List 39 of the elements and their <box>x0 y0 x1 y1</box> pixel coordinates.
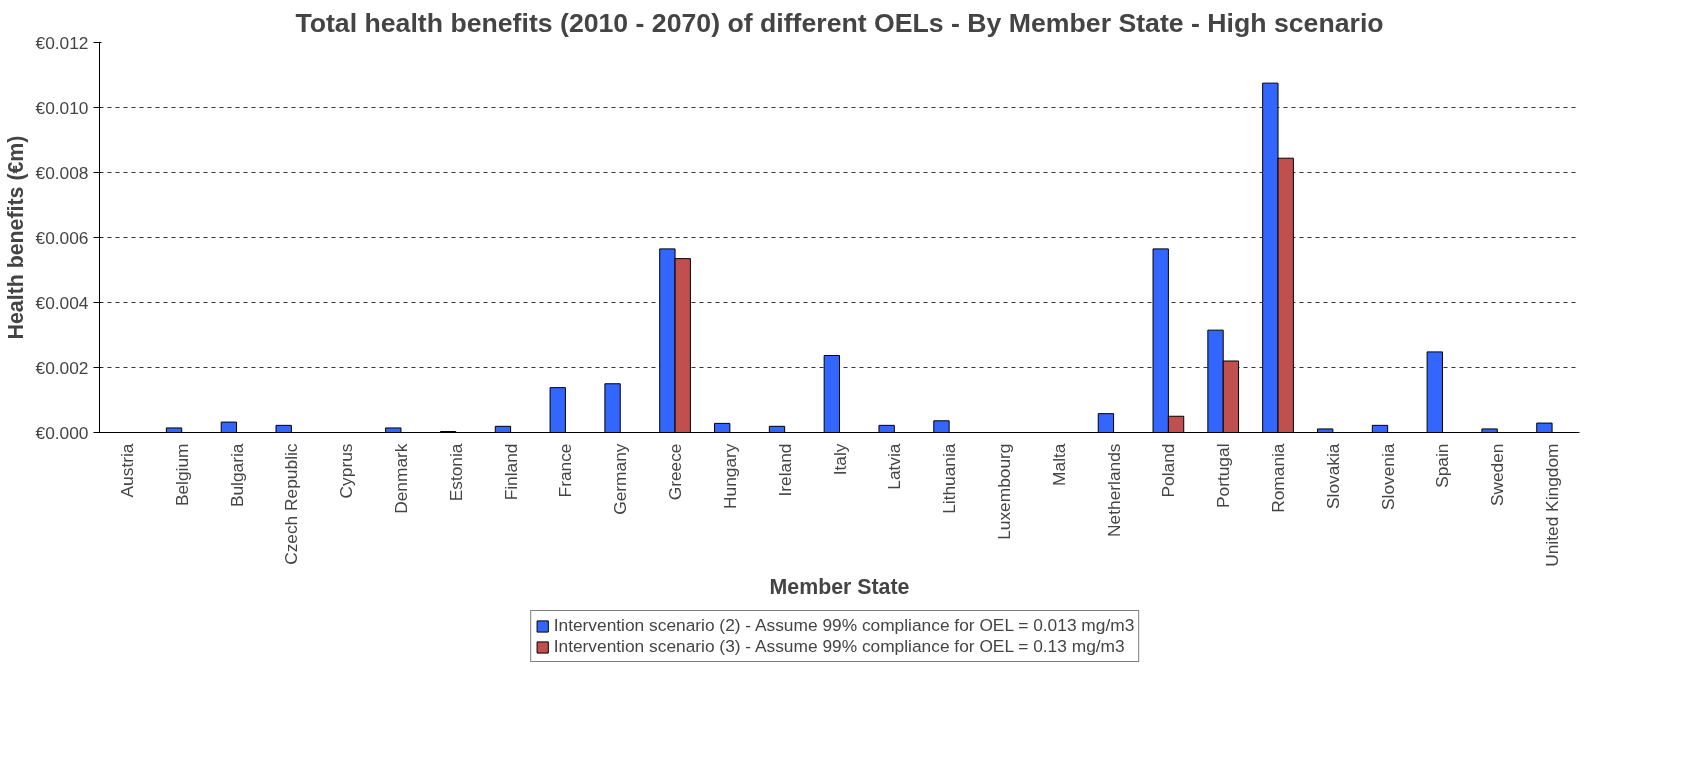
y-tick-label: €0.008 <box>35 162 89 183</box>
x-tick-label: Portugal <box>1213 443 1234 509</box>
x-tick-label: Sweden <box>1487 443 1508 507</box>
y-tick-label: €0.000 <box>35 422 89 443</box>
x-tick-label: Slovakia <box>1322 443 1343 509</box>
x-tick-label: Greece <box>665 443 686 501</box>
x-axis-title: Member State <box>769 574 910 599</box>
x-tick-label: France <box>555 443 576 498</box>
x-tick-label: Cyprus <box>336 443 357 499</box>
x-tick-label: Malta <box>1048 443 1069 486</box>
x-tick-label: Czech Republic <box>281 443 302 565</box>
x-tick-label: Germany <box>610 443 631 515</box>
x-tick-label: Romania <box>1268 443 1289 513</box>
x-tick-label: Ireland <box>774 443 795 497</box>
y-tick-label: €0.010 <box>35 97 89 118</box>
chart-title: Total health benefits (2010 - 2070) of different OELs - By Member State - High scenario <box>295 7 1384 38</box>
y-tick-label: €0.002 <box>35 357 89 378</box>
x-tick-label: Italy <box>829 443 850 476</box>
x-tick-label: Denmark <box>390 443 411 514</box>
x-tick-label: Slovenia <box>1377 443 1398 510</box>
y-tick-label: €0.006 <box>35 227 89 248</box>
x-tick-label: Hungary <box>719 443 740 509</box>
x-tick-label: Finland <box>500 443 521 501</box>
y-tick-label: €0.012 <box>35 32 89 53</box>
legend-label: Intervention scenario (3) - Assume 99% compliance for OEL = 0.13 mg/m3 <box>553 636 1125 657</box>
x-tick-label: Estonia <box>445 443 466 502</box>
legend-label: Intervention scenario (2) - Assume 99% compliance for OEL = 0.013 mg/m3 <box>553 615 1135 636</box>
x-tick-label: Latvia <box>884 443 905 490</box>
x-tick-label: Bulgaria <box>226 443 247 508</box>
x-tick-label: Spain <box>1432 443 1453 488</box>
y-tick-label: €0.004 <box>35 292 89 313</box>
y-axis-title: Health benefits (€m) <box>3 135 28 340</box>
x-tick-label: Austria <box>116 443 137 498</box>
x-tick-label: Netherlands <box>1103 443 1124 537</box>
x-tick-label: Belgium <box>171 443 192 507</box>
x-tick-label: United Kingdom <box>1542 443 1563 567</box>
x-tick-label: Poland <box>1158 443 1179 498</box>
x-tick-label: Luxembourg <box>993 443 1014 540</box>
x-tick-label: Lithuania <box>939 443 960 514</box>
